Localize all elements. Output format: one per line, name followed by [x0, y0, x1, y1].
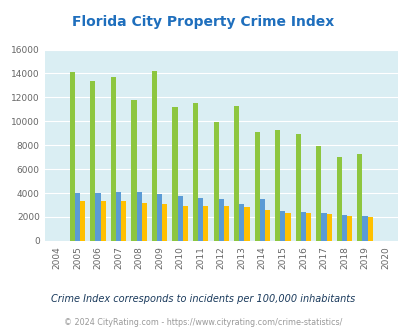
- Bar: [90, 81, 95, 241]
- Bar: [213, 122, 218, 241]
- Text: Florida City Property Crime Index: Florida City Property Crime Index: [72, 15, 333, 29]
- Bar: [95, 193, 100, 241]
- Bar: [367, 217, 372, 241]
- Bar: [254, 132, 259, 241]
- Bar: [198, 198, 203, 241]
- Bar: [172, 107, 177, 241]
- Bar: [177, 196, 182, 241]
- Bar: [75, 193, 80, 241]
- Text: © 2024 CityRating.com - https://www.cityrating.com/crime-statistics/: © 2024 CityRating.com - https://www.city…: [64, 318, 341, 327]
- Bar: [321, 214, 326, 241]
- Bar: [362, 216, 367, 241]
- Bar: [239, 204, 244, 241]
- Bar: [192, 103, 198, 241]
- Bar: [279, 211, 285, 241]
- Bar: [162, 204, 167, 241]
- Bar: [234, 106, 239, 241]
- Bar: [259, 199, 264, 241]
- Bar: [275, 130, 279, 241]
- Bar: [111, 77, 116, 241]
- Bar: [182, 206, 188, 241]
- Bar: [300, 212, 305, 241]
- Bar: [341, 215, 346, 241]
- Bar: [80, 201, 85, 241]
- Bar: [305, 213, 310, 241]
- Bar: [244, 208, 249, 241]
- Bar: [116, 192, 121, 241]
- Bar: [346, 216, 351, 241]
- Text: Crime Index corresponds to incidents per 100,000 inhabitants: Crime Index corresponds to incidents per…: [51, 294, 354, 304]
- Bar: [356, 153, 362, 241]
- Bar: [121, 201, 126, 241]
- Bar: [336, 156, 341, 241]
- Bar: [131, 100, 136, 241]
- Bar: [218, 199, 223, 241]
- Bar: [264, 210, 269, 241]
- Bar: [141, 203, 147, 241]
- Bar: [326, 214, 331, 241]
- Bar: [136, 192, 141, 241]
- Bar: [315, 146, 321, 241]
- Bar: [100, 201, 105, 241]
- Bar: [295, 134, 300, 241]
- Bar: [223, 206, 228, 241]
- Bar: [70, 72, 75, 241]
- Bar: [285, 213, 290, 241]
- Bar: [151, 71, 157, 241]
- Bar: [203, 206, 208, 241]
- Bar: [157, 194, 162, 241]
